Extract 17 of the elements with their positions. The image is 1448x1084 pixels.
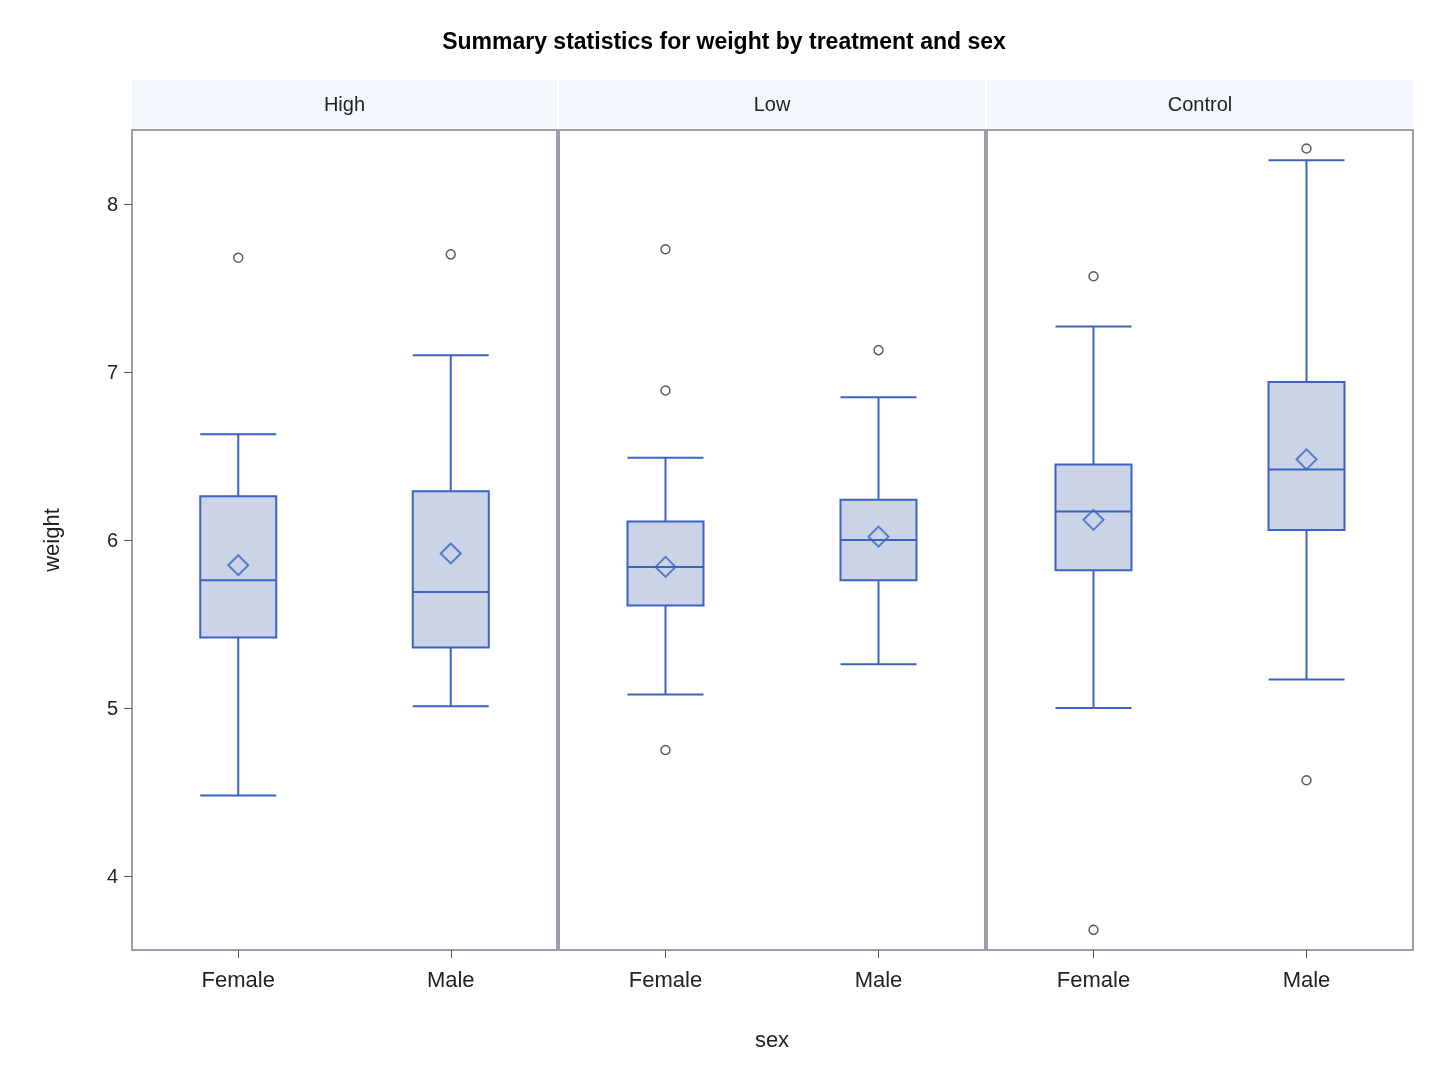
y-tick-label: 8 [106, 192, 118, 215]
x-tick-label: Male [854, 966, 903, 992]
y-axis-title: weight [38, 508, 64, 573]
x-tick-label: Male [426, 966, 475, 992]
chart-subtitle: Low [559, 80, 985, 128]
y-tick-label: 6 [106, 529, 118, 551]
y-tick-label: 4 [106, 865, 118, 888]
chart-subtitle: High [132, 80, 557, 128]
x-tick-label: Female [1056, 966, 1131, 992]
y-tick-label: 7 [106, 360, 118, 383]
text: Summary statistics for weight by treatment and sex [441, 28, 1007, 55]
x-tick-label: Female [201, 966, 275, 992]
x-axis-title: sex [754, 1026, 790, 1052]
x-tick-label: Male [1282, 966, 1331, 992]
chart-subtitle: Control [987, 80, 1413, 128]
x-tick-label: Female [628, 966, 703, 992]
y-tick-label: 5 [106, 697, 118, 720]
